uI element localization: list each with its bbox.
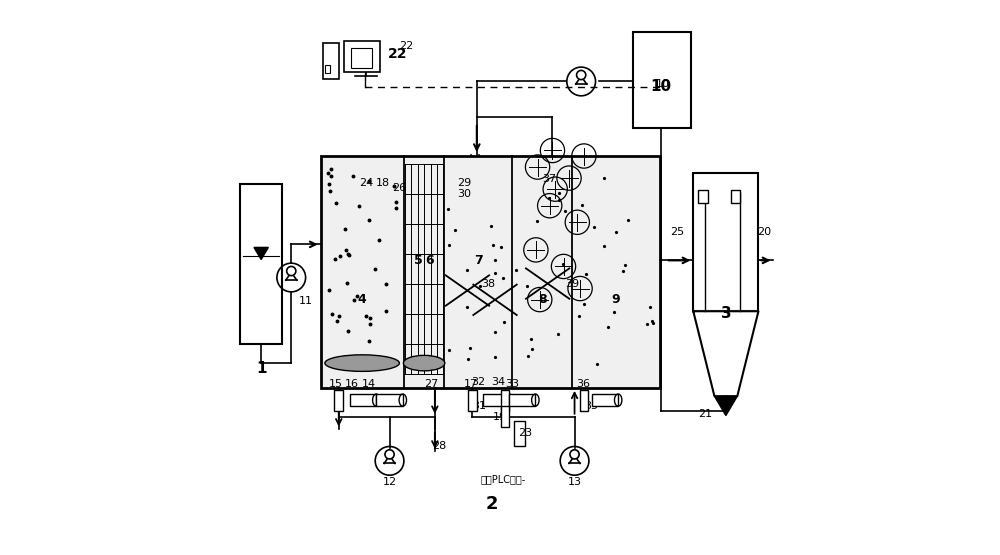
Text: 13: 13 [568, 477, 582, 487]
Text: 25: 25 [670, 227, 684, 237]
Bar [376, 394, 403, 406]
Bar [344, 41, 380, 72]
Bar [514, 421, 525, 446]
Text: 15: 15 [328, 379, 342, 388]
Text: 3: 3 [721, 306, 732, 321]
Bar [350, 394, 376, 406]
Bar [509, 394, 535, 406]
Text: 1: 1 [256, 361, 267, 376]
Polygon shape [714, 396, 737, 416]
Text: 29: 29 [457, 178, 471, 188]
Bar [351, 48, 372, 68]
Text: 35: 35 [584, 401, 598, 411]
Text: 12: 12 [382, 477, 397, 487]
Text: 17: 17 [464, 379, 478, 388]
Bar [693, 173, 758, 311]
Text: 38: 38 [481, 279, 495, 289]
Bar [321, 156, 660, 388]
Text: 6: 6 [425, 254, 434, 267]
Text: 21: 21 [698, 410, 712, 420]
Polygon shape [254, 248, 268, 260]
Bar [483, 394, 509, 406]
Text: 7: 7 [474, 254, 483, 267]
Text: 2: 2 [485, 495, 498, 513]
Text: 31: 31 [472, 401, 486, 411]
Text: 22: 22 [388, 47, 408, 61]
Text: 11: 11 [298, 296, 312, 306]
Text: 34: 34 [491, 377, 505, 387]
Polygon shape [693, 311, 758, 396]
Text: 22: 22 [399, 41, 413, 51]
Text: 23: 23 [518, 428, 532, 438]
Text: 18: 18 [376, 178, 390, 188]
Bar [334, 390, 343, 411]
Bar [731, 190, 740, 203]
Text: 33: 33 [505, 379, 519, 388]
Text: 24: 24 [359, 178, 373, 188]
Text: 4: 4 [358, 293, 367, 306]
Text: 16: 16 [345, 379, 359, 388]
Bar [501, 390, 509, 411]
Text: 26: 26 [392, 183, 407, 193]
Text: 28: 28 [432, 441, 446, 451]
Text: 8: 8 [538, 293, 546, 306]
Bar [698, 190, 708, 203]
Bar [325, 65, 330, 73]
Text: 连接PLC系统-: 连接PLC系统- [480, 474, 525, 484]
Text: 36: 36 [576, 379, 590, 388]
Bar [580, 390, 588, 411]
Bar [323, 43, 339, 79]
Text: 30: 30 [457, 189, 471, 199]
Text: 37: 37 [543, 174, 557, 184]
Bar [592, 394, 618, 406]
Text: 27: 27 [424, 379, 438, 388]
Text: 19: 19 [493, 412, 507, 422]
Ellipse shape [403, 355, 445, 371]
Text: 32: 32 [471, 377, 485, 387]
Text: 20: 20 [757, 227, 771, 237]
Bar [468, 390, 477, 411]
Text: 10: 10 [656, 79, 670, 89]
Bar [501, 406, 509, 427]
Text: 14: 14 [362, 379, 376, 388]
Text: 5: 5 [414, 254, 423, 267]
Bar [240, 184, 282, 344]
Text: 10: 10 [651, 79, 672, 94]
Bar [633, 32, 691, 128]
Text: 9: 9 [612, 293, 620, 306]
Ellipse shape [325, 355, 399, 371]
Text: 39: 39 [565, 279, 579, 289]
